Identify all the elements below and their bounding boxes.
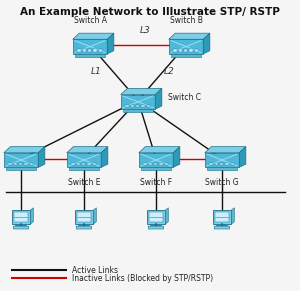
FancyBboxPatch shape	[8, 163, 12, 165]
FancyBboxPatch shape	[99, 49, 102, 52]
FancyBboxPatch shape	[93, 163, 96, 165]
FancyBboxPatch shape	[143, 163, 147, 165]
FancyBboxPatch shape	[75, 210, 93, 224]
FancyBboxPatch shape	[207, 167, 237, 170]
FancyBboxPatch shape	[77, 163, 80, 165]
Polygon shape	[107, 33, 114, 54]
Text: Switch C: Switch C	[168, 93, 201, 102]
Text: Inactive Links (Blocked by STP/RSTP): Inactive Links (Blocked by STP/RSTP)	[72, 274, 213, 283]
Polygon shape	[203, 33, 210, 54]
Polygon shape	[205, 153, 239, 167]
FancyBboxPatch shape	[231, 163, 234, 165]
FancyBboxPatch shape	[75, 54, 105, 57]
Polygon shape	[38, 147, 45, 167]
FancyBboxPatch shape	[173, 49, 176, 52]
FancyBboxPatch shape	[131, 105, 134, 107]
FancyBboxPatch shape	[83, 49, 86, 52]
Text: Switch A: Switch A	[74, 16, 106, 25]
FancyBboxPatch shape	[13, 226, 29, 229]
FancyBboxPatch shape	[171, 54, 201, 57]
Polygon shape	[139, 153, 173, 167]
Polygon shape	[165, 208, 168, 224]
Polygon shape	[155, 88, 162, 109]
FancyBboxPatch shape	[94, 49, 97, 52]
Polygon shape	[239, 147, 246, 167]
Text: Switch F: Switch F	[140, 178, 172, 187]
Polygon shape	[4, 147, 45, 153]
FancyBboxPatch shape	[148, 226, 164, 229]
FancyBboxPatch shape	[125, 105, 129, 107]
Polygon shape	[139, 147, 180, 153]
FancyBboxPatch shape	[12, 210, 30, 224]
FancyBboxPatch shape	[77, 49, 81, 52]
FancyBboxPatch shape	[220, 163, 224, 165]
FancyBboxPatch shape	[160, 163, 163, 165]
FancyBboxPatch shape	[165, 163, 168, 165]
Polygon shape	[169, 33, 210, 39]
Polygon shape	[93, 208, 96, 224]
Text: Switch B: Switch B	[169, 16, 202, 25]
FancyBboxPatch shape	[215, 163, 218, 165]
Polygon shape	[30, 208, 33, 224]
FancyBboxPatch shape	[76, 226, 92, 229]
FancyBboxPatch shape	[148, 212, 164, 221]
FancyBboxPatch shape	[214, 212, 230, 221]
Polygon shape	[173, 147, 180, 167]
FancyBboxPatch shape	[147, 210, 165, 224]
FancyBboxPatch shape	[123, 109, 153, 112]
FancyBboxPatch shape	[195, 49, 198, 52]
FancyBboxPatch shape	[6, 167, 36, 170]
FancyBboxPatch shape	[30, 163, 33, 165]
Text: An Example Network to Illustrate STP/ RSTP: An Example Network to Illustrate STP/ RS…	[20, 7, 280, 17]
Polygon shape	[205, 147, 246, 153]
FancyBboxPatch shape	[82, 163, 85, 165]
Polygon shape	[101, 147, 108, 167]
FancyBboxPatch shape	[71, 163, 75, 165]
FancyBboxPatch shape	[179, 49, 182, 52]
FancyBboxPatch shape	[226, 163, 229, 165]
FancyBboxPatch shape	[154, 163, 158, 165]
FancyBboxPatch shape	[141, 167, 171, 170]
Polygon shape	[73, 39, 107, 54]
FancyBboxPatch shape	[19, 163, 22, 165]
Text: L2: L2	[164, 67, 175, 76]
Polygon shape	[67, 153, 101, 167]
Text: L1: L1	[91, 67, 101, 76]
Polygon shape	[231, 208, 234, 224]
FancyBboxPatch shape	[190, 49, 193, 52]
FancyBboxPatch shape	[76, 212, 92, 221]
Polygon shape	[121, 88, 162, 95]
FancyBboxPatch shape	[14, 212, 28, 221]
FancyBboxPatch shape	[213, 210, 231, 224]
Polygon shape	[73, 33, 114, 39]
Text: Active Links: Active Links	[72, 266, 118, 274]
FancyBboxPatch shape	[147, 105, 150, 107]
Polygon shape	[169, 39, 203, 54]
Text: Switch E: Switch E	[68, 178, 100, 187]
FancyBboxPatch shape	[69, 167, 99, 170]
Polygon shape	[67, 147, 108, 153]
FancyBboxPatch shape	[142, 105, 145, 107]
FancyBboxPatch shape	[214, 226, 230, 229]
FancyBboxPatch shape	[88, 163, 91, 165]
FancyBboxPatch shape	[209, 163, 213, 165]
Text: L3: L3	[140, 26, 151, 35]
Polygon shape	[4, 153, 38, 167]
FancyBboxPatch shape	[88, 49, 91, 52]
Text: Switch G: Switch G	[205, 178, 239, 187]
FancyBboxPatch shape	[149, 163, 152, 165]
FancyBboxPatch shape	[14, 163, 17, 165]
Polygon shape	[121, 95, 155, 109]
FancyBboxPatch shape	[184, 49, 188, 52]
FancyBboxPatch shape	[136, 105, 139, 107]
FancyBboxPatch shape	[24, 163, 28, 165]
